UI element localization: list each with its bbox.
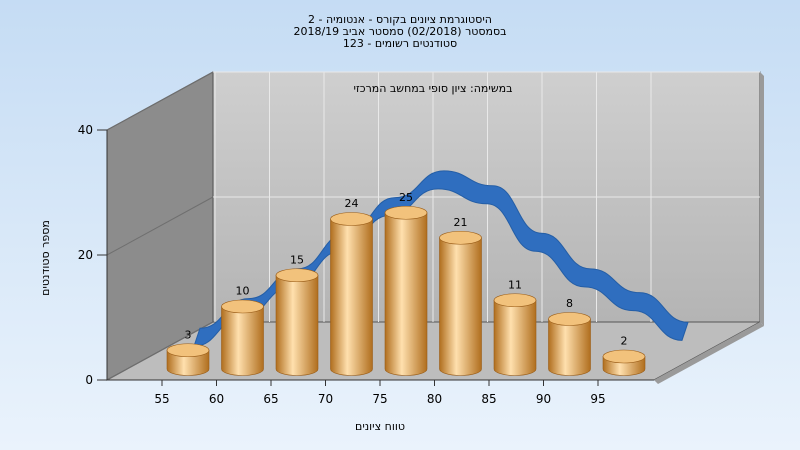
x-tick-label: 95	[590, 392, 605, 406]
x-tick-label: 65	[263, 392, 278, 406]
data-label: 10	[236, 285, 250, 298]
side-grid-line	[106, 71, 214, 131]
plot-back-shadow	[760, 72, 764, 326]
x-tick-label: 55	[154, 392, 169, 406]
data-label: 8	[566, 297, 573, 310]
x-tick-labels: 55 60 65 70 75 80 85 90 95	[107, 379, 654, 406]
data-label: 2	[621, 335, 628, 348]
y-axis-label: מספר סטודנטים	[39, 220, 52, 296]
bar	[275, 268, 319, 376]
inner-plot-label: במשימה: ציון סופי במחשב המרכזי	[353, 82, 512, 95]
chart-subtitle-line-2: 123 - סטודנטים רשומים	[343, 37, 457, 50]
bar	[384, 205, 428, 376]
x-tick-label: 70	[318, 392, 333, 406]
bar	[221, 299, 264, 376]
x-tick-label: 60	[209, 392, 224, 406]
y-tick-label: 0	[85, 373, 93, 387]
y-tick-labels: 0 20 40	[78, 123, 108, 387]
data-label: 15	[290, 253, 304, 266]
x-tick-label: 85	[481, 392, 496, 406]
side-grid-line	[106, 321, 214, 381]
grid-lines	[106, 71, 760, 381]
data-label: 25	[399, 191, 413, 204]
bar	[166, 343, 210, 376]
bar	[439, 230, 482, 376]
y-tick-label: 20	[78, 248, 93, 262]
data-label: 3	[185, 328, 192, 341]
chart-subtitle-line-1: בסמסטר (02/2018) סמסטר אביב 2018/19	[293, 25, 506, 38]
chart-title: היסטוגרמת ציונים בקורס - אנטומיה - 2	[308, 13, 492, 26]
plot-floor-edge	[654, 322, 764, 384]
x-tick-label: 75	[372, 392, 387, 406]
side-grid-line	[106, 196, 214, 256]
y-tick-label: 40	[78, 123, 93, 137]
x-tick-label: 80	[427, 392, 442, 406]
bar	[493, 293, 537, 376]
data-label: 24	[345, 197, 359, 210]
x-axis-label: טווח ציונים	[355, 420, 405, 433]
bar	[330, 212, 373, 376]
bar	[602, 349, 646, 376]
x-tick-label: 90	[536, 392, 551, 406]
data-label: 21	[454, 216, 468, 229]
data-label: 11	[508, 278, 522, 291]
data-labels-group: 3 10 15 24 25 21 11 8 2	[185, 191, 628, 348]
bar	[548, 312, 591, 376]
bars-group	[166, 205, 646, 376]
